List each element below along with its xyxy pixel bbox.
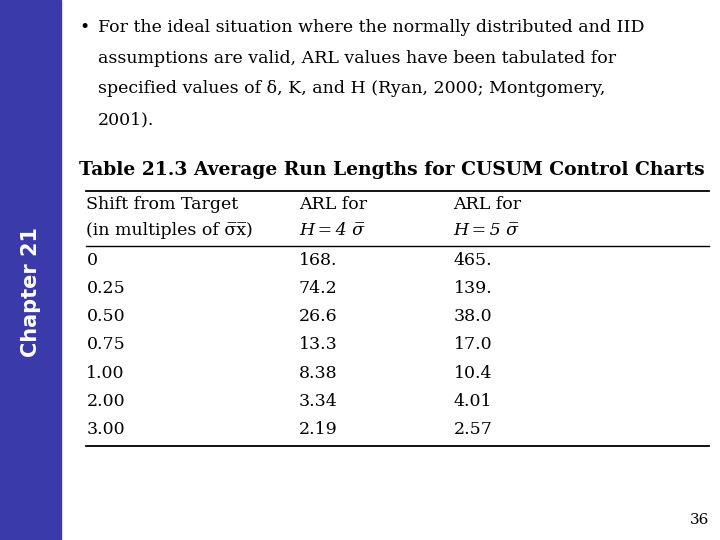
Text: 2.57: 2.57	[454, 421, 492, 437]
Text: (in multiples of σ̅x̅): (in multiples of σ̅x̅)	[86, 222, 253, 239]
Text: ARL for: ARL for	[299, 196, 367, 213]
Text: 26.6: 26.6	[299, 308, 338, 325]
Text: 4.01: 4.01	[454, 393, 492, 409]
Text: H = 4 σ̅: H = 4 σ̅	[299, 222, 364, 239]
Text: assumptions are valid, ARL values have been tabulated for: assumptions are valid, ARL values have b…	[98, 50, 616, 66]
Text: ARL for: ARL for	[454, 196, 522, 213]
Text: 0: 0	[86, 252, 97, 269]
Text: Chapter 21: Chapter 21	[21, 227, 40, 356]
Text: 139.: 139.	[454, 280, 492, 297]
Text: specified values of δ, K, and H (Ryan, 2000; Montgomery,: specified values of δ, K, and H (Ryan, 2…	[98, 80, 606, 97]
Text: 0.25: 0.25	[86, 280, 125, 297]
Text: •: •	[79, 19, 89, 36]
Text: Shift from Target: Shift from Target	[86, 196, 238, 213]
Text: 1.00: 1.00	[86, 364, 125, 381]
Text: 2.00: 2.00	[86, 393, 125, 409]
Text: For the ideal situation where the normally distributed and IID: For the ideal situation where the normal…	[98, 19, 644, 36]
Text: 3.00: 3.00	[86, 421, 125, 437]
Text: 0.50: 0.50	[86, 308, 125, 325]
Text: 13.3: 13.3	[299, 336, 338, 353]
Text: 465.: 465.	[454, 252, 492, 269]
Text: 2.19: 2.19	[299, 421, 338, 437]
Text: 17.0: 17.0	[454, 336, 492, 353]
Text: 8.38: 8.38	[299, 364, 338, 381]
Text: 3.34: 3.34	[299, 393, 338, 409]
Text: H = 5 σ̅: H = 5 σ̅	[454, 222, 518, 239]
Text: 168.: 168.	[299, 252, 337, 269]
Text: 2001).: 2001).	[98, 111, 154, 128]
Text: 38.0: 38.0	[454, 308, 492, 325]
Text: Table 21.3 Average Run Lengths for CUSUM Control Charts: Table 21.3 Average Run Lengths for CUSUM…	[79, 161, 705, 179]
Text: 36: 36	[690, 512, 709, 526]
Text: 74.2: 74.2	[299, 280, 338, 297]
Text: 0.75: 0.75	[86, 336, 125, 353]
Text: 10.4: 10.4	[454, 364, 492, 381]
